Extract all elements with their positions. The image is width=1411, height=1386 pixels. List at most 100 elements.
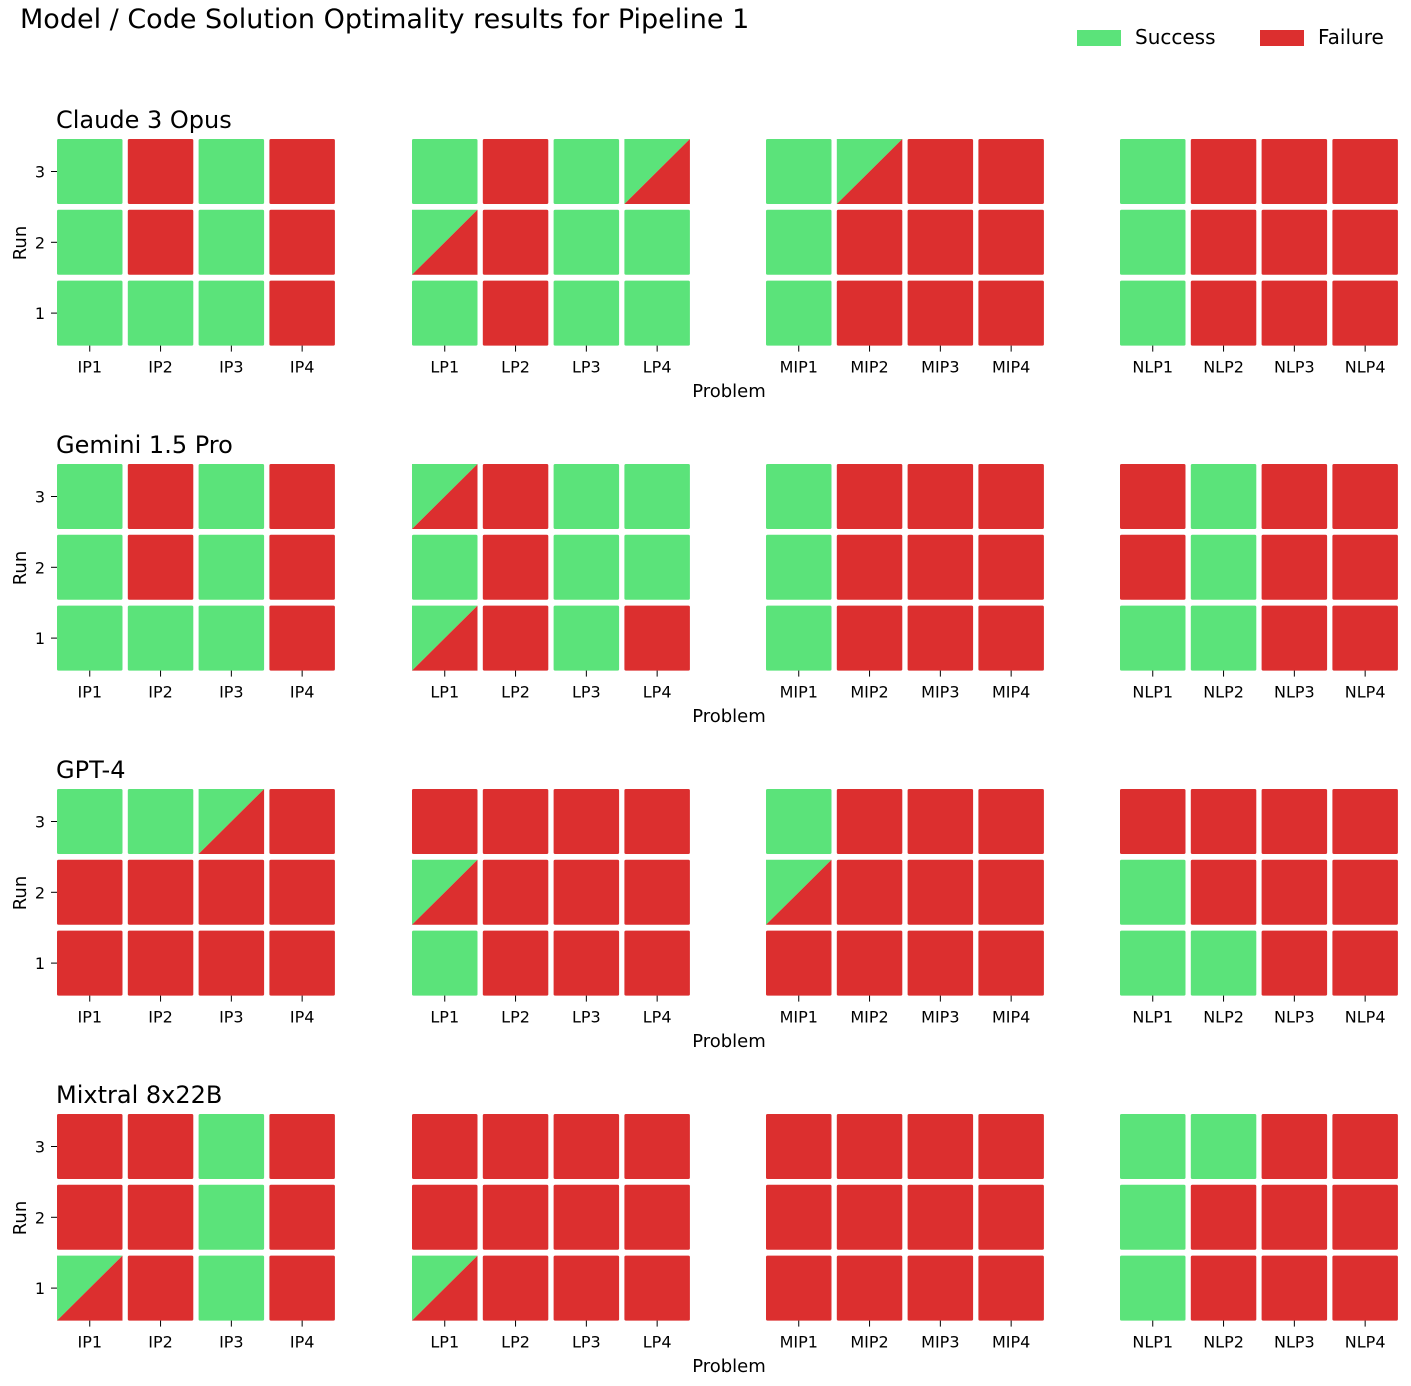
cell-gemini-1-5-pro-ip1-run1 <box>57 605 123 671</box>
cell-claude-3-opus-mip2-run1 <box>836 280 903 346</box>
cell-gemini-1-5-pro-lp1-run2 <box>412 534 478 600</box>
x-tick-label-mip4: MIP4 <box>992 683 1030 702</box>
cell-mixtral-8x22b-nlp4-run3 <box>1332 1114 1398 1179</box>
cell-gpt-4-lp4-run1 <box>624 930 690 996</box>
cell-gemini-1-5-pro-lp2-run3 <box>482 464 549 529</box>
cell-mixtral-8x22b-nlp3-run3 <box>1261 1114 1328 1179</box>
x-tick-label-lp4: LP4 <box>643 358 672 377</box>
cell-mixtral-8x22b-nlp4-run2 <box>1332 1184 1398 1250</box>
cell-mixtral-8x22b-nlp3-run1 <box>1261 1255 1328 1321</box>
cell-claude-3-opus-nlp3-run3 <box>1261 139 1328 204</box>
x-tick-label-nlp3: NLP3 <box>1274 1333 1315 1352</box>
cell-mixtral-8x22b-lp2-run1 <box>482 1255 549 1321</box>
cell-gemini-1-5-pro-mip2-run3 <box>836 464 903 529</box>
cell-claude-3-opus-ip1-run2 <box>57 209 123 275</box>
cell-mixtral-8x22b-ip4-run2 <box>269 1184 335 1250</box>
cell-mixtral-8x22b-lp1-run1-failure <box>412 1255 478 1321</box>
x-tick-label-nlp1: NLP1 <box>1132 683 1173 702</box>
cell-gpt-4-nlp1-run2 <box>1120 859 1186 925</box>
x-tick-label-ip2: IP2 <box>148 683 173 702</box>
cell-mixtral-8x22b-ip2-run1 <box>127 1255 194 1321</box>
cell-mixtral-8x22b-mip4-run1 <box>978 1255 1044 1321</box>
cell-gemini-1-5-pro-nlp3-run1 <box>1261 605 1328 671</box>
cell-gpt-4-mip2-run3 <box>836 789 903 854</box>
y-tick-label-3: 3 <box>35 488 45 507</box>
cell-mixtral-8x22b-nlp1-run3 <box>1120 1114 1186 1179</box>
cell-claude-3-opus-ip2-run3 <box>127 139 194 204</box>
cell-mixtral-8x22b-mip4-run2 <box>978 1184 1044 1250</box>
cell-mixtral-8x22b-ip2-run2 <box>127 1184 194 1250</box>
cell-mixtral-8x22b-nlp3-run2 <box>1261 1184 1328 1250</box>
cell-claude-3-opus-lp4-run1 <box>624 280 690 346</box>
cell-claude-3-opus-ip4-run2 <box>269 209 335 275</box>
panel-title-mixtral-8x22b: Mixtral 8x22B <box>56 1081 222 1109</box>
cell-claude-3-opus-ip3-run1 <box>198 280 265 346</box>
x-tick-label-nlp1: NLP1 <box>1132 1333 1173 1352</box>
cell-gemini-1-5-pro-mip4-run3 <box>978 464 1044 529</box>
cell-gpt-4-ip4-run1 <box>269 930 335 996</box>
cell-gpt-4-mip3-run2 <box>907 859 974 925</box>
x-tick-label-mip2: MIP2 <box>850 1008 888 1027</box>
cell-claude-3-opus-mip3-run2 <box>907 209 974 275</box>
x-axis-label: Problem <box>692 381 766 402</box>
cell-mixtral-8x22b-lp4-run3 <box>624 1114 690 1179</box>
cell-claude-3-opus-lp1-run2-success <box>412 209 478 275</box>
cell-gpt-4-lp3-run1 <box>553 930 620 996</box>
cell-mixtral-8x22b-ip4-run3 <box>269 1114 335 1179</box>
cell-gpt-4-lp2-run3 <box>482 789 549 854</box>
cell-gpt-4-lp1-run1 <box>412 930 478 996</box>
cell-gpt-4-nlp4-run3 <box>1332 789 1398 854</box>
cell-gemini-1-5-pro-mip3-run2 <box>907 534 974 600</box>
cell-mixtral-8x22b-nlp2-run1 <box>1190 1255 1257 1321</box>
cell-gpt-4-lp2-run2 <box>482 859 549 925</box>
cell-gpt-4-lp3-run2 <box>553 859 620 925</box>
cell-mixtral-8x22b-mip1-run2 <box>766 1184 832 1250</box>
x-tick-label-ip1: IP1 <box>77 358 102 377</box>
cell-mixtral-8x22b-lp1-run2 <box>412 1184 478 1250</box>
cell-gemini-1-5-pro-lp3-run2 <box>553 534 620 600</box>
cell-gemini-1-5-pro-nlp3-run2 <box>1261 534 1328 600</box>
cell-gemini-1-5-pro-mip2-run2 <box>836 534 903 600</box>
x-tick-label-lp4: LP4 <box>643 1333 672 1352</box>
x-tick-label-nlp4: NLP4 <box>1345 358 1386 377</box>
y-tick-label-2: 2 <box>35 883 45 902</box>
cell-claude-3-opus-lp2-run3 <box>482 139 549 204</box>
x-tick-label-ip3: IP3 <box>219 1008 244 1027</box>
cell-gemini-1-5-pro-ip3-run1 <box>198 605 265 671</box>
cell-gemini-1-5-pro-ip2-run2 <box>127 534 194 600</box>
cell-claude-3-opus-nlp2-run1 <box>1190 280 1257 346</box>
page-title: Model / Code Solution Optimality results… <box>20 4 750 35</box>
cell-gpt-4-lp3-run3 <box>553 789 620 854</box>
cell-claude-3-opus-nlp2-run3 <box>1190 139 1257 204</box>
cell-gpt-4-lp2-run1 <box>482 930 549 996</box>
cell-claude-3-opus-lp4-run2 <box>624 209 690 275</box>
cell-gpt-4-mip1-run3 <box>766 789 832 854</box>
cell-mixtral-8x22b-mip4-run3 <box>978 1114 1044 1179</box>
cell-claude-3-opus-mip1-run3 <box>766 139 832 204</box>
x-tick-label-ip1: IP1 <box>77 1333 102 1352</box>
panel-title-gemini-1-5-pro: Gemini 1.5 Pro <box>56 431 233 459</box>
cell-claude-3-opus-mip2-run3-failure <box>836 139 903 204</box>
cell-claude-3-opus-ip4-run1 <box>269 280 335 346</box>
cell-claude-3-opus-ip3-run2 <box>198 209 265 275</box>
cell-claude-3-opus-mip4-run1 <box>978 280 1044 346</box>
cell-claude-3-opus-lp3-run1 <box>553 280 620 346</box>
x-tick-label-lp1: LP1 <box>430 358 459 377</box>
cell-gpt-4-mip4-run3 <box>978 789 1044 854</box>
cell-mixtral-8x22b-ip3-run2 <box>198 1184 265 1250</box>
x-tick-label-mip1: MIP1 <box>780 1008 818 1027</box>
cell-gemini-1-5-pro-nlp4-run1 <box>1332 605 1398 671</box>
cell-gemini-1-5-pro-mip1-run1 <box>766 605 832 671</box>
cell-claude-3-opus-nlp1-run3 <box>1120 139 1186 204</box>
cell-gpt-4-nlp3-run1 <box>1261 930 1328 996</box>
x-tick-label-lp3: LP3 <box>572 1333 601 1352</box>
y-axis-label: Run <box>10 876 31 911</box>
cell-gemini-1-5-pro-ip2-run3 <box>127 464 194 529</box>
cell-mixtral-8x22b-lp1-run3 <box>412 1114 478 1179</box>
y-tick-label-2: 2 <box>35 558 45 577</box>
legend-swatch-failure <box>1260 30 1304 46</box>
x-tick-label-mip4: MIP4 <box>992 1008 1030 1027</box>
cell-gpt-4-mip2-run1 <box>836 930 903 996</box>
cell-claude-3-opus-mip1-run1 <box>766 280 832 346</box>
cell-claude-3-opus-nlp3-run2 <box>1261 209 1328 275</box>
